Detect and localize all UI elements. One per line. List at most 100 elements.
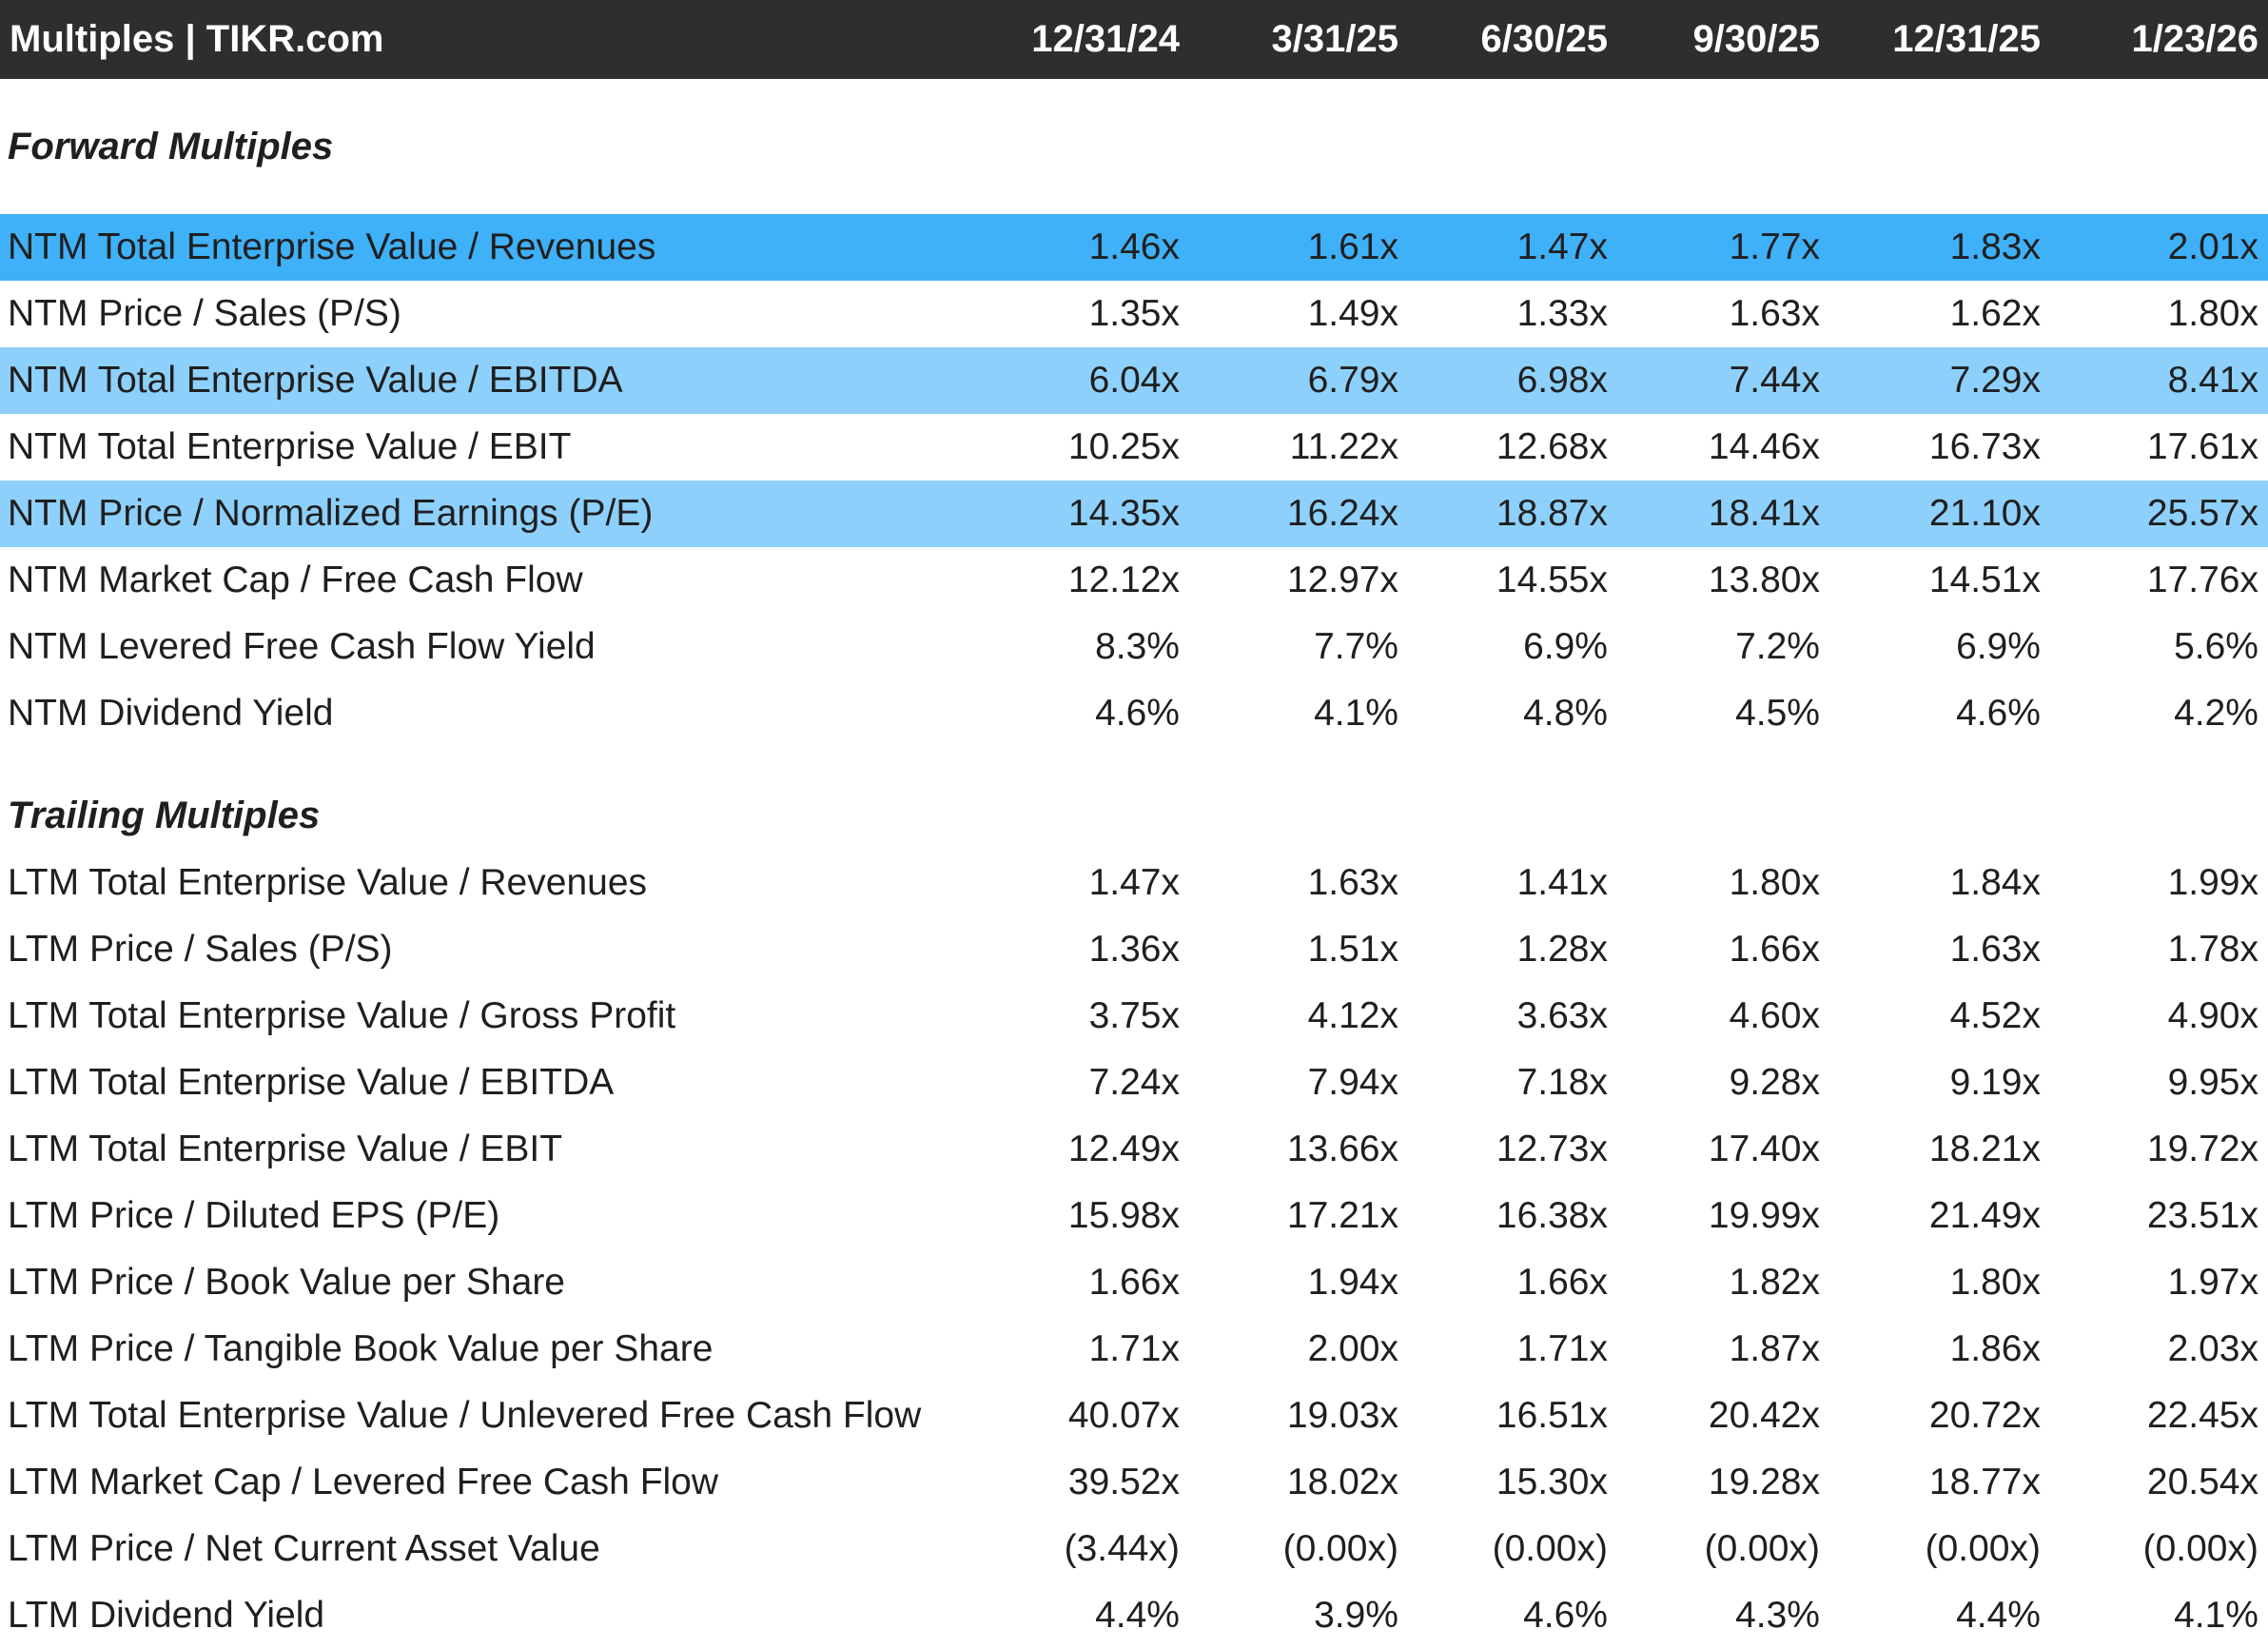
table-cell: 1.33x [1516,293,1608,334]
table-row[interactable]: NTM Dividend Yield 4.6% 4.1% 4.8% 4.5% 4.6% 4.… [0,680,2268,747]
table-cell: 9.95x [2167,1062,2258,1103]
table-cell: 1.51x [1307,929,1398,970]
table-cell: 7.2% [1735,626,1820,667]
table-row[interactable]: NTM Total Enterprise Value / EBITDA 6.04x… [0,347,2268,414]
table-row[interactable]: LTM Total Enterprise Value / EBITDA 7.24x… [0,1050,2268,1116]
table-row[interactable]: LTM Dividend Yield 4.4% 3.9% 4.6% 4.3% 4.4% 4.… [0,1582,2268,1649]
table-cell: 6.79x [1307,360,1398,401]
table-cell: 6.98x [1516,360,1608,401]
table-cell: 1.61x [1307,226,1398,267]
table-row[interactable]: LTM Price / Diluted EPS (P/E) 15.98x 17.21… [0,1183,2268,1249]
table-row[interactable]: NTM Total Enterprise Value / EBIT 10.25x 1… [0,414,2268,481]
table-cell: 1.77x [1729,226,1820,267]
table-cell: 1.63x [1949,929,2041,970]
table-cell: 14.46x [1708,426,1820,467]
table-cell: 4.2% [2174,693,2258,734]
row-label: LTM Price / Sales (P/S) [8,929,393,970]
column-header: 1/23/26 [2131,18,2258,60]
table-cell: 9.19x [1949,1062,2041,1103]
table-cell: 4.6% [1523,1595,1608,1636]
table-cell: 12.73x [1496,1129,1608,1169]
table-row[interactable]: LTM Market Cap / Levered Free Cash Flow 3… [0,1449,2268,1516]
row-label: LTM Dividend Yield [8,1595,325,1636]
table-row[interactable]: LTM Price / Net Current Asset Value (3.44… [0,1516,2268,1582]
table-cell: 20.72x [1928,1395,2041,1436]
table-row[interactable]: LTM Total Enterprise Value / Revenues 1.4… [0,850,2268,916]
table-cell: 1.82x [1729,1262,1820,1303]
table-cell: 19.28x [1708,1462,1820,1502]
table-cell: 21.10x [1928,493,2041,534]
table-cell: 3.75x [1088,995,1180,1036]
table-cell: 4.8% [1523,693,1608,734]
row-label: LTM Price / Book Value per Share [8,1262,565,1303]
table-row[interactable]: NTM Price / Sales (P/S) 1.35x 1.49x 1.33x 1.… [0,281,2268,347]
table-row[interactable]: NTM Price / Normalized Earnings (P/E) 14.… [0,481,2268,547]
table-cell: 1.80x [1729,862,1820,903]
table-cell: 1.99x [2167,862,2258,903]
table-cell: 1.86x [1949,1328,2041,1369]
table-row[interactable]: NTM Levered Free Cash Flow Yield 8.3% 7.7%… [0,614,2268,680]
table-cell: 17.40x [1708,1129,1820,1169]
table-cell: 1.97x [2167,1262,2258,1303]
table-cell: (0.00x) [1704,1528,1820,1569]
row-label: NTM Dividend Yield [8,693,334,734]
table-cell: 15.30x [1496,1462,1608,1502]
table-cell: 19.72x [2146,1129,2258,1169]
table-cell: 23.51x [2146,1195,2258,1236]
table-cell: 4.1% [1314,693,1398,734]
table-row[interactable]: LTM Price / Tangible Book Value per Shar… [0,1316,2268,1383]
table-cell: 2.01x [2167,226,2258,267]
table-row[interactable]: LTM Total Enterprise Value / EBIT 12.49x 1… [0,1116,2268,1183]
table-cell: 22.45x [2146,1395,2258,1436]
row-label: LTM Market Cap / Levered Free Cash Flow [8,1462,719,1502]
column-header: 12/31/25 [1892,18,2041,60]
table-cell: 4.12x [1307,995,1398,1036]
table-cell: 12.68x [1496,426,1608,467]
column-header: 12/31/24 [1031,18,1180,60]
table-cell: 16.24x [1286,493,1398,534]
table-cell: 1.94x [1307,1262,1398,1303]
table-cell: 7.24x [1088,1062,1180,1103]
table-row[interactable]: LTM Total Enterprise Value / Unlevered F… [0,1383,2268,1449]
table-cell: 7.18x [1516,1062,1608,1103]
table-row[interactable]: NTM Market Cap / Free Cash Flow 12.12x 12.… [0,547,2268,614]
table-cell: 4.60x [1729,995,1820,1036]
table-row[interactable]: NTM Total Enterprise Value / Revenues 1.4… [0,214,2268,281]
table-cell: 7.44x [1729,360,1820,401]
table-cell: 4.6% [1956,693,2041,734]
table-cell: 25.57x [2146,493,2258,534]
table-cell: 14.51x [1928,559,2041,600]
table-cell: 1.28x [1516,929,1608,970]
row-label: NTM Total Enterprise Value / EBITDA [8,360,623,401]
table-cell: 13.80x [1708,559,1820,600]
table-cell: 6.9% [1956,626,2041,667]
table-cell: 9.28x [1729,1062,1820,1103]
table-cell: 1.63x [1307,862,1398,903]
table-row[interactable]: LTM Price / Book Value per Share 1.66x 1.9… [0,1249,2268,1316]
table-cell: 20.42x [1708,1395,1820,1436]
table-cell: 7.29x [1949,360,2041,401]
row-label: LTM Total Enterprise Value / EBITDA [8,1062,615,1103]
table-cell: 1.84x [1949,862,2041,903]
table-cell: 6.9% [1523,626,1608,667]
table-cell: 40.07x [1067,1395,1180,1436]
table-cell: 4.6% [1095,693,1180,734]
table-cell: 8.3% [1095,626,1180,667]
table-cell: 1.36x [1088,929,1180,970]
table-cell: 1.71x [1088,1328,1180,1369]
table-cell: 1.80x [1949,1262,2041,1303]
table-cell: 4.5% [1735,693,1820,734]
table-cell: 17.76x [2146,559,2258,600]
table-cell: 8.41x [2167,360,2258,401]
row-label: LTM Total Enterprise Value / Revenues [8,862,648,903]
row-label: LTM Price / Net Current Asset Value [8,1528,600,1569]
row-label: NTM Price / Normalized Earnings (P/E) [8,493,654,534]
table-cell: 19.99x [1708,1195,1820,1236]
table-cell: 20.54x [2146,1462,2258,1502]
section-title: Forward Multiples [8,126,334,167]
table-cell: 1.47x [1516,226,1608,267]
table-row[interactable]: LTM Total Enterprise Value / Gross Profi… [0,983,2268,1050]
table-cell: 12.97x [1286,559,1398,600]
table-row[interactable]: LTM Price / Sales (P/S) 1.36x 1.51x 1.28x 1.… [0,916,2268,983]
table-cell: 1.47x [1088,862,1180,903]
